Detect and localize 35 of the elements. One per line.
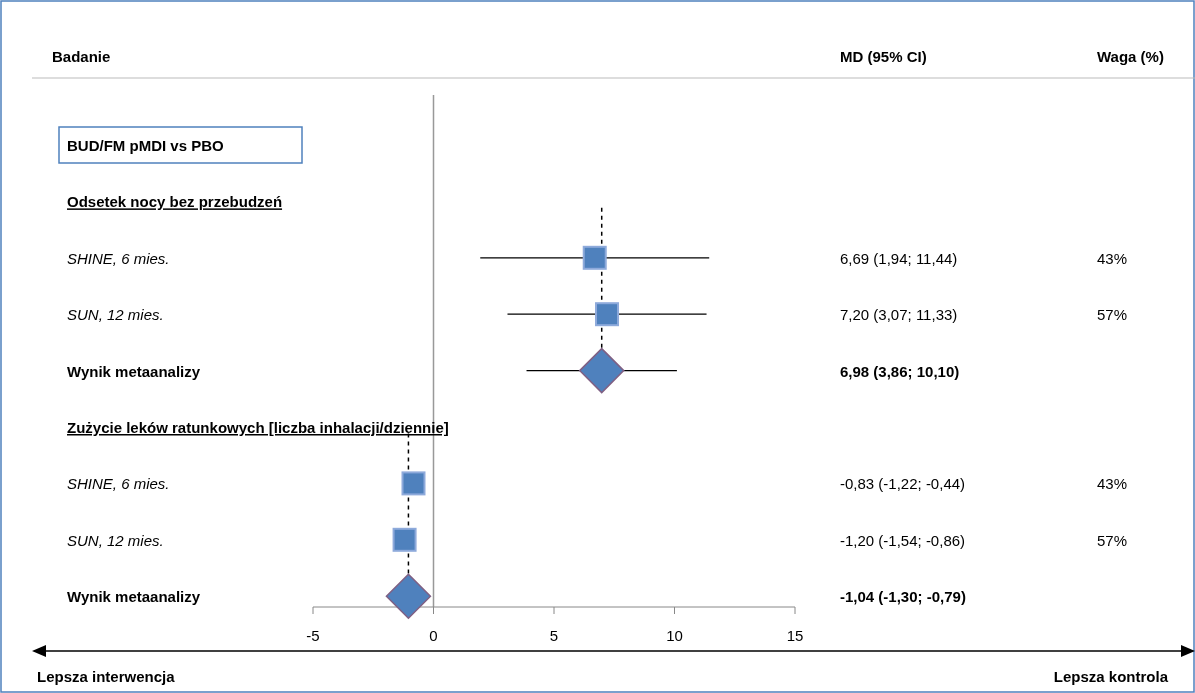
y-tick-label: BUD/FM pMDI vs PBO (67, 137, 224, 154)
text: 43% (1097, 475, 1128, 493)
point (385, 573, 432, 619)
y-tick-label: SHINE, 6 mies. (67, 475, 170, 493)
text: 43% (1097, 249, 1128, 267)
y-tick-label: SUN, 12 mies. (67, 306, 164, 324)
point (392, 527, 417, 552)
x-tick-label: -5 (306, 627, 320, 644)
text: 6,69 (1,94; 11,44) (840, 249, 958, 267)
text: -1,04 (-1,30; -0,79) (840, 588, 966, 606)
text: 57% (1097, 531, 1128, 549)
x-tick-label: 10 (666, 627, 683, 644)
point (578, 347, 625, 394)
x-tick-label: 0 (429, 627, 438, 644)
y-tick-label: Wynik metaanalizy (67, 362, 201, 380)
point (582, 245, 607, 270)
text: 57% (1097, 306, 1128, 324)
y-tick-label: SUN, 12 mies. (67, 531, 164, 549)
text: 7,20 (3,07; 11,33) (840, 306, 958, 324)
x-tick-label: 15 (786, 627, 804, 644)
text: Badanie (52, 48, 111, 65)
y-tick-label: Wynik metaanalizy (67, 588, 201, 606)
y-tick-label: Zużycie leków ratunkowych [liczba inhalacji/dziennie] (67, 419, 449, 436)
y-tick-label: SHINE, 6 mies. (67, 249, 170, 267)
text: Lepsza kontrola (1053, 668, 1169, 685)
point (401, 471, 426, 496)
y-tick-label: Odsetek nocy bez przebudzeń (67, 193, 283, 211)
text: 6,98 (3,86; 10,10) (840, 362, 960, 380)
text: MD (95% CI) (840, 48, 927, 65)
x-tick-label: 5 (549, 627, 559, 644)
point (595, 302, 620, 327)
text: Lepsza interwencja (37, 668, 176, 685)
text: -1,20 (-1,54; -0,86) (840, 531, 966, 549)
text: -0,83 (-1,22; -0,44) (840, 475, 966, 493)
text: Waga (%) (1097, 48, 1164, 65)
